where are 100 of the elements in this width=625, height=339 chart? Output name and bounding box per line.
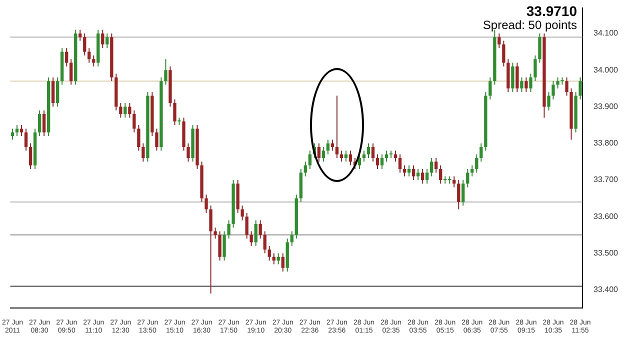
candlestick — [348, 150, 352, 166]
candlestick — [475, 154, 478, 174]
candlestick — [416, 168, 420, 180]
candlestick — [209, 205, 212, 294]
y-tick-label: 33.500 — [594, 248, 619, 258]
candlestick — [281, 252, 284, 272]
candlestick — [290, 230, 294, 246]
candlestick — [538, 32, 542, 64]
y-tick-label: 33.700 — [594, 175, 619, 184]
candlestick — [389, 150, 393, 158]
candlestick — [402, 164, 406, 177]
candlestick — [520, 76, 524, 93]
y-tick-label: 33.800 — [594, 138, 619, 148]
annotation: 33.9710 — [525, 3, 577, 20]
candlestick — [132, 110, 136, 133]
candlestick — [83, 32, 86, 56]
candlestick — [258, 220, 262, 240]
candlestick — [15, 124, 19, 137]
y-tick-label: 33.400 — [594, 285, 619, 294]
candlestick — [119, 102, 122, 118]
candlestick — [376, 154, 380, 170]
candlestick — [552, 80, 555, 100]
candlestick — [245, 212, 248, 240]
candlestick — [452, 176, 456, 188]
candlestick — [70, 58, 73, 86]
candlestick — [65, 48, 68, 67]
candlestick — [28, 142, 32, 170]
candlestick — [272, 252, 276, 265]
candlestick — [366, 142, 370, 158]
candlestick — [470, 164, 474, 177]
candlestick — [268, 245, 271, 262]
candlestick — [565, 76, 568, 96]
candlestick — [412, 164, 416, 180]
candlestick — [51, 76, 55, 108]
candlestick — [480, 142, 483, 162]
candlestick — [186, 142, 190, 162]
candlestick — [534, 54, 537, 82]
candlestick — [547, 92, 550, 111]
candlestick — [227, 220, 230, 240]
candlestick — [304, 161, 307, 177]
candlestick — [42, 110, 46, 137]
candlestick — [371, 142, 375, 162]
candlestick — [498, 32, 501, 49]
candlestick — [214, 227, 217, 240]
candlestick — [466, 168, 470, 188]
candlestick — [222, 230, 226, 262]
y-tick-label: 33.600 — [594, 212, 619, 221]
candlestick — [317, 142, 321, 162]
candlestick — [384, 150, 388, 162]
candlestick — [276, 252, 280, 265]
candlestick — [556, 76, 560, 89]
candlestick — [362, 150, 366, 162]
candlestick — [101, 29, 104, 49]
candlestick — [124, 102, 127, 118]
candlestick — [10, 128, 14, 140]
candlestick — [218, 230, 222, 262]
candlestick — [420, 168, 424, 184]
candlestick — [322, 146, 326, 162]
candlestick — [155, 128, 158, 152]
candlestick — [20, 124, 24, 137]
candlestick — [344, 150, 348, 162]
candlestick — [524, 76, 528, 93]
candlestick — [516, 62, 519, 93]
candlestick — [78, 29, 82, 42]
candlestick — [178, 117, 181, 126]
candlestick — [462, 179, 465, 206]
candlestick — [204, 194, 208, 214]
candlestick — [88, 48, 91, 64]
candlestick — [457, 179, 460, 210]
candlestick — [340, 150, 344, 162]
candlestick — [164, 58, 168, 86]
candlestick — [434, 158, 438, 174]
y-tick-label: 34.100 — [594, 28, 619, 38]
candlestick — [425, 168, 429, 184]
y-tick-label: 34.000 — [594, 65, 619, 74]
candlestick — [38, 110, 42, 137]
candlestick — [250, 230, 253, 246]
candlestick — [407, 164, 411, 177]
candlestick — [529, 73, 532, 93]
candlestick — [240, 205, 244, 221]
candlestick — [137, 124, 140, 152]
candlestick — [24, 128, 28, 152]
candlestick — [430, 158, 434, 177]
candlestick — [308, 150, 312, 170]
candlestick — [330, 139, 334, 152]
y-tick-label: 33.900 — [594, 102, 619, 111]
candlestick — [488, 76, 492, 100]
candlestick — [254, 220, 258, 246]
candlestick — [263, 230, 266, 254]
candlestick — [511, 62, 514, 93]
candlestick — [92, 54, 96, 67]
candlestick — [326, 139, 330, 155]
candlestick — [439, 164, 442, 184]
candlestick — [173, 98, 176, 126]
candlestick — [106, 32, 109, 49]
candlestick — [142, 142, 145, 162]
candlestick — [335, 95, 339, 158]
candlestick — [128, 102, 132, 118]
candlestick — [398, 154, 402, 174]
candlestick — [394, 150, 398, 162]
